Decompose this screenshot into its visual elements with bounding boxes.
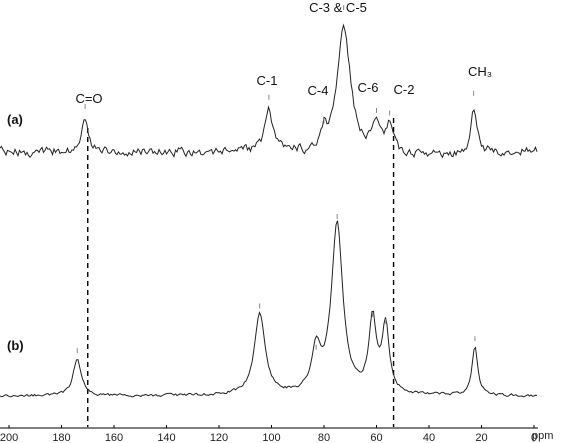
annotation-c4: C-4 — [308, 83, 329, 98]
annotation-ch3: CH₃ — [468, 64, 492, 79]
peak-annotations: C=O C-1 C-4 C-3 & C-5 C-6 C-2 CH₃ — [75, 0, 492, 106]
guide-lines — [87, 118, 395, 427]
x-tick-label: 20 — [475, 432, 487, 443]
x-tick-label: 140 — [157, 432, 175, 443]
x-tick-label: 120 — [210, 432, 228, 443]
spectrum-b-line — [0, 220, 538, 398]
annotation-c1: C-1 — [257, 73, 278, 88]
spectrum-a-line — [0, 23, 538, 159]
x-tick-label: 40 — [423, 432, 435, 443]
annotation-carbonyl: C=O — [75, 91, 102, 106]
annotation-c2: C-2 — [394, 82, 415, 97]
x-axis-label: ppm — [532, 430, 553, 442]
x-tick-label: 200 — [0, 432, 18, 443]
x-tick-label: 0 — [531, 432, 537, 443]
x-tick-label: 80 — [318, 432, 330, 443]
annotation-c3-c5: C-3 & C-5 — [309, 0, 367, 15]
x-tick-label: 100 — [262, 432, 280, 443]
annotation-c6: C-6 — [358, 80, 379, 95]
x-axis-ticks: 200 180 160 140 120 100 80 60 40 20 0 — [0, 425, 537, 443]
series-label-b: (b) — [7, 338, 24, 353]
x-tick-label: 160 — [105, 432, 123, 443]
x-axis: 200 180 160 140 120 100 80 60 40 20 0 ppm — [0, 425, 553, 443]
spectrum-a-markers — [84, 5, 475, 124]
series-label-a: (a) — [7, 112, 23, 127]
x-tick-label: 60 — [370, 432, 382, 443]
x-tick-label: 180 — [52, 432, 70, 443]
spectrum-b-markers — [76, 214, 476, 354]
